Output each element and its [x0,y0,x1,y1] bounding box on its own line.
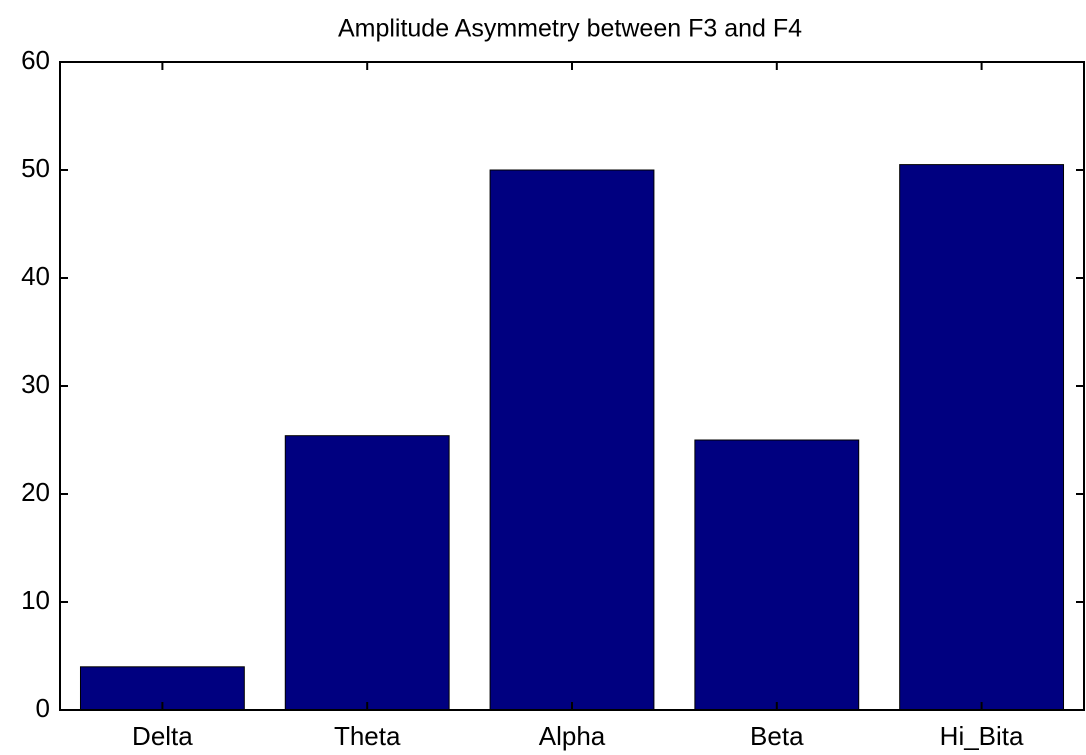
x-tick-label: Hi_Bita [940,721,1024,751]
plot-frame [59,61,1085,711]
x-tick-label: Beta [750,721,804,751]
y-tick-label: 30 [21,369,50,399]
x-tick-label: Theta [334,721,401,751]
y-tick-label: 20 [21,477,50,507]
chart-title: Amplitude Asymmetry between F3 and F4 [338,15,802,43]
y-tick-label: 10 [21,585,50,615]
bar [284,435,450,711]
y-tick-label: 0 [36,693,50,723]
bar [489,169,655,711]
bar [899,164,1065,711]
x-tick-label: Delta [132,721,193,751]
y-tick-label: 60 [21,45,50,75]
bar [694,439,860,711]
y-tick-label: 50 [21,153,50,183]
y-tick-label: 40 [21,261,50,291]
x-tick-label: Alpha [539,721,606,751]
